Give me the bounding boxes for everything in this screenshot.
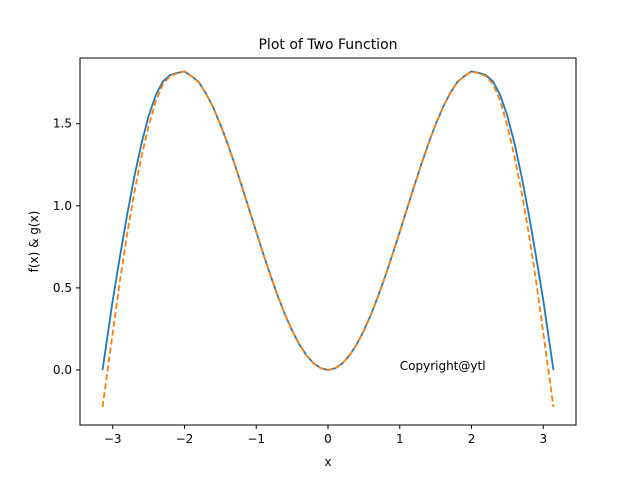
y-tick-label: 0.0 xyxy=(53,363,72,377)
series-layer xyxy=(101,70,555,408)
y-axis-label: f(x) & g(x) xyxy=(27,211,41,273)
chart-title: Plot of Two Function xyxy=(258,37,397,53)
x-tick-label: 1 xyxy=(396,432,404,446)
y-tick-label: 1.0 xyxy=(53,199,72,213)
x-tick-label: −2 xyxy=(176,432,194,446)
x-axis-label: x xyxy=(324,455,331,469)
y-tick-label: 1.5 xyxy=(53,117,72,131)
x-tick-label: 3 xyxy=(539,432,547,446)
series-line-2 xyxy=(101,70,555,408)
x-tick-label: 0 xyxy=(324,432,332,446)
x-axis: −3 −2 −1 0 1 2 3 xyxy=(104,425,547,446)
y-tick-label: 0.5 xyxy=(53,281,72,295)
y-axis: 0.0 0.5 1.0 1.5 xyxy=(53,117,80,377)
x-tick-label: −3 xyxy=(104,432,122,446)
x-tick-label: 2 xyxy=(468,432,476,446)
copyright-annotation: Copyright@ytl xyxy=(400,359,486,373)
x-tick-label: −1 xyxy=(247,432,265,446)
